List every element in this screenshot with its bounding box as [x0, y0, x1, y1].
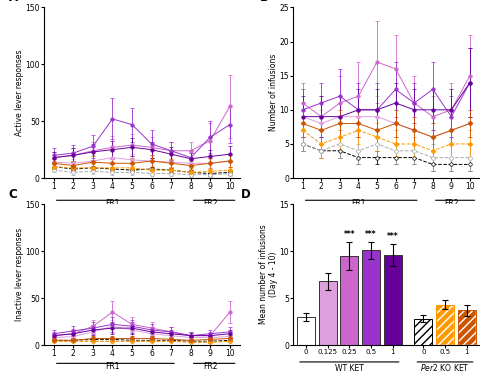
Bar: [383, 255, 401, 345]
Text: FR2: FR2: [203, 198, 217, 207]
Text: ***: ***: [365, 230, 376, 239]
Text: FR1: FR1: [105, 362, 120, 371]
Text: ***: ***: [386, 232, 398, 241]
Text: ***: ***: [343, 230, 354, 239]
Text: FR1: FR1: [350, 198, 365, 207]
Bar: [361, 250, 379, 345]
Text: FR2: FR2: [203, 362, 217, 371]
Text: $\mathit{Per2}$ KO KET: $\mathit{Per2}$ KO KET: [419, 362, 469, 371]
Y-axis label: Mean number of infusions
(Day 4 - 10): Mean number of infusions (Day 4 - 10): [258, 225, 278, 324]
Bar: [340, 256, 358, 345]
Bar: [413, 319, 431, 345]
Y-axis label: Number of infusions: Number of infusions: [269, 54, 278, 131]
Text: A: A: [9, 0, 18, 4]
Text: C: C: [9, 188, 18, 201]
Bar: [296, 317, 314, 345]
Bar: [318, 281, 336, 345]
Text: D: D: [241, 188, 251, 201]
Bar: [457, 310, 475, 345]
Text: FR1: FR1: [105, 198, 120, 207]
Text: WT KET: WT KET: [334, 364, 363, 371]
Bar: [435, 305, 453, 345]
Y-axis label: Inactive lever responses: Inactive lever responses: [15, 228, 24, 321]
Text: B: B: [260, 0, 268, 4]
Bar: [457, 310, 475, 345]
Bar: [435, 305, 453, 345]
Y-axis label: Active lever responses: Active lever responses: [15, 49, 24, 136]
Text: FR2: FR2: [443, 198, 458, 207]
